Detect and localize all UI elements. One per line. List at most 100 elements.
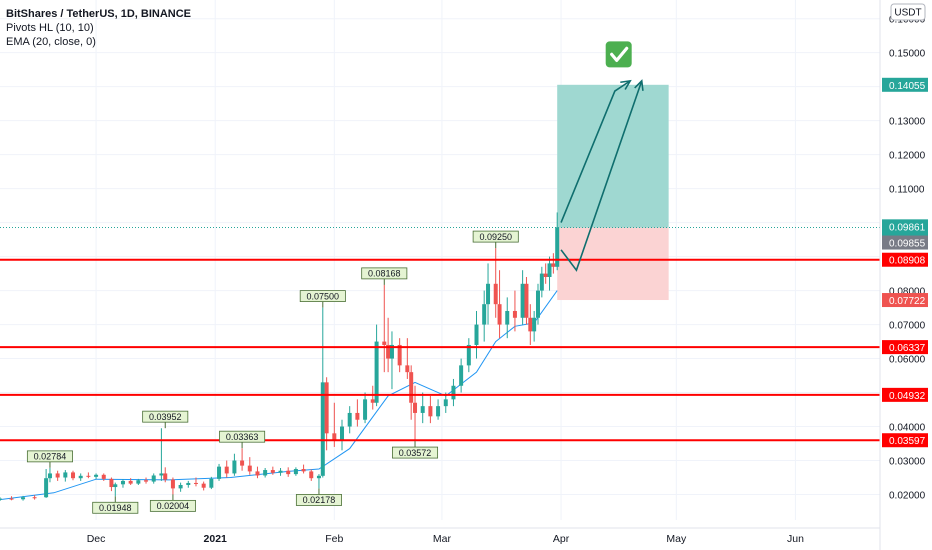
candle-body	[47, 473, 52, 479]
pivot-value: 0.01948	[99, 503, 132, 513]
candle-down	[144, 477, 149, 484]
price-tag-value: 0.08908	[889, 256, 926, 267]
time-tick-label: Jun	[787, 533, 804, 545]
candle-up	[486, 263, 491, 325]
ema-indicator-label[interactable]: EMA (20, close, 0)	[6, 36, 96, 48]
candle-body	[101, 474, 106, 479]
candle-body	[555, 227, 560, 267]
candle-down	[551, 253, 556, 274]
projection-arrow-direct-head	[620, 79, 632, 90]
candle-down	[428, 395, 433, 424]
candle-body	[532, 317, 537, 332]
ema-line	[0, 290, 558, 501]
pivot-value: 0.03572	[399, 448, 432, 458]
price-tag-bg	[882, 252, 928, 267]
candle-body	[332, 433, 337, 441]
position-zones	[0, 84, 880, 301]
candle-up	[505, 297, 510, 339]
candle-body	[255, 471, 260, 476]
price-tag-level: 0.06337	[882, 340, 928, 355]
price-tick-label: 0.15000	[889, 49, 926, 60]
candle-body	[443, 399, 448, 407]
candle-body	[209, 478, 214, 488]
price-tag-bg	[882, 340, 928, 355]
price-tag-level: 0.04932	[882, 387, 928, 402]
candle-down	[355, 399, 360, 427]
currency-button-frame[interactable]	[890, 3, 926, 21]
candle-up	[320, 307, 325, 478]
price-tag-profit-target: 0.14055	[882, 77, 928, 92]
candle-up	[209, 476, 214, 490]
pivot-low-label: 0.03572	[392, 441, 439, 459]
candle-down	[101, 473, 106, 481]
pivot-high-label: 0.02784	[26, 450, 73, 468]
candle-body	[278, 470, 283, 473]
candle-up	[136, 478, 141, 485]
price-tick-label: 0.04000	[889, 423, 926, 434]
price-tag-bg	[882, 293, 928, 308]
pivot-high-label: 0.08168	[361, 267, 408, 285]
projection-arrow-direct	[560, 80, 631, 223]
currency-button[interactable]: USDT	[890, 3, 926, 21]
candle-body	[316, 475, 321, 479]
candle-body	[386, 344, 391, 359]
pivot-low-label: 0.02004	[149, 494, 196, 512]
time-tick-label: May	[666, 533, 687, 545]
candle-down	[286, 467, 291, 477]
pivot-box	[219, 430, 266, 443]
candle-body	[270, 470, 275, 473]
pivot-high-label: 0.03363	[219, 430, 266, 449]
candle-body	[355, 412, 360, 420]
candle-body	[109, 478, 114, 488]
candle-up	[217, 463, 222, 481]
candle-body	[136, 480, 141, 484]
symbol-title[interactable]: BitShares / TetherUS, 1D, BINANCE	[6, 8, 192, 20]
candle-down	[382, 284, 387, 373]
candle-body	[113, 484, 118, 488]
price-tag-prev-close: 0.09855	[882, 235, 928, 250]
candle-down	[163, 467, 168, 483]
candle-down	[55, 470, 60, 481]
pivot-high-label: 0.07500	[299, 290, 346, 308]
candle-body	[286, 470, 291, 475]
price-tag-bg	[882, 387, 928, 402]
candle-body	[374, 341, 379, 403]
candle-body	[543, 273, 548, 277]
candle-body	[497, 304, 502, 325]
projection-arrow-pullback	[560, 80, 643, 272]
candle-body	[505, 310, 510, 325]
currency-button-label[interactable]: USDT	[894, 8, 921, 19]
price-tag-bg	[882, 235, 928, 250]
candle-body	[428, 406, 433, 417]
candle-down	[32, 495, 37, 500]
candle-body	[78, 475, 83, 479]
profit-zone	[557, 84, 669, 228]
price-tag-value: 0.04932	[889, 391, 926, 402]
pivots-indicator-label[interactable]: Pivots HL (10, 10)	[6, 22, 94, 34]
candle-body	[512, 310, 517, 318]
time-tick-label: Feb	[325, 533, 343, 545]
candle-body	[370, 399, 375, 403]
pivot-value: 0.02784	[34, 452, 67, 462]
candle-up	[278, 468, 283, 476]
price-tick-label: 0.02000	[889, 491, 926, 502]
price-tag-value: 0.06337	[889, 343, 926, 354]
candle-down	[493, 248, 498, 318]
price-tag-value: 0.03597	[889, 436, 926, 447]
candle-body	[224, 466, 229, 474]
candle-up	[520, 270, 525, 325]
price-axis: 0.020000.030000.040000.050000.060000.070…	[879, 0, 932, 550]
candle-body	[520, 283, 525, 318]
price-tag-value: 0.09861	[889, 222, 926, 233]
candle-up	[347, 406, 352, 434]
candle-body	[459, 365, 464, 386]
candle-up	[466, 338, 471, 373]
pivot-box	[392, 446, 439, 459]
pivot-value: 0.03952	[149, 412, 182, 422]
candle-down	[170, 477, 175, 495]
candle-body	[389, 344, 394, 359]
price-tick-label: 0.06000	[889, 355, 926, 366]
ema-layer	[0, 290, 558, 501]
chart-legend: BitShares / TetherUS, 1D, BINANCE Pivots…	[6, 7, 191, 49]
